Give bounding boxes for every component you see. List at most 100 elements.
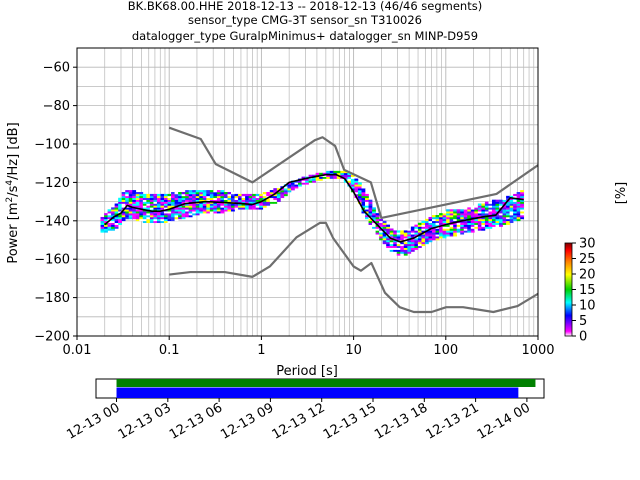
heatmap-cell <box>354 190 359 193</box>
heatmap-cell <box>446 230 450 233</box>
heatmap-cell <box>114 205 119 208</box>
heatmap-cell <box>132 209 137 212</box>
heatmap-cell <box>181 211 186 214</box>
heatmap-cell <box>167 211 172 214</box>
heatmap-cell <box>245 201 249 204</box>
heatmap-cell <box>474 228 479 231</box>
heatmap-cell <box>446 220 450 224</box>
heatmap-cell <box>477 224 482 227</box>
heatmap-cell <box>400 236 405 239</box>
heatmap-cell <box>185 197 189 200</box>
heatmap-cell <box>153 199 158 202</box>
heatmap-cell <box>449 211 454 214</box>
heatmap-cell <box>326 176 331 179</box>
heatmap-cell <box>174 203 179 206</box>
heatmap-cell <box>259 199 264 202</box>
heatmap-cell <box>298 182 302 185</box>
heatmap-cell <box>407 228 412 231</box>
heatmap-cell <box>301 180 306 183</box>
heatmap-cell <box>319 178 324 181</box>
heatmap-cell <box>276 192 281 195</box>
series-mean-line <box>104 173 524 243</box>
heatmap-cell <box>100 228 105 231</box>
heatmap-cell <box>139 211 144 214</box>
heatmap-cell <box>128 192 133 195</box>
heatmap-cell <box>509 220 514 224</box>
heatmap-cell <box>484 226 489 229</box>
y-tick-label: −180 <box>34 291 70 306</box>
heatmap-cell <box>499 213 503 216</box>
heatmap-cell <box>396 241 401 245</box>
heatmap-cell <box>135 209 140 212</box>
heatmap-cell <box>164 207 168 210</box>
heatmap-cell <box>100 218 105 222</box>
heatmap-cell <box>231 207 235 210</box>
heatmap-cell <box>167 209 172 212</box>
heatmap-cell <box>305 178 309 181</box>
heatmap-cell <box>463 228 468 231</box>
heatmap-cell <box>477 218 482 222</box>
heatmap-cell <box>125 193 130 197</box>
heatmap-cell <box>491 209 496 212</box>
heatmap-cell <box>428 218 433 222</box>
heatmap-cell <box>146 220 151 224</box>
heatmap-cell <box>153 218 158 222</box>
heatmap-cell <box>209 190 214 193</box>
heatmap-cell <box>502 220 507 224</box>
heatmap-cell <box>121 201 126 204</box>
ppsd-heatmap <box>100 170 525 256</box>
heatmap-cell <box>357 195 362 199</box>
heatmap-cell <box>164 218 168 222</box>
heatmap-cell <box>516 201 521 204</box>
heatmap-cell <box>223 205 228 208</box>
heatmap-cell <box>167 215 172 218</box>
heatmap-cell <box>350 176 355 179</box>
heatmap-cell <box>354 184 359 187</box>
heatmap-cell <box>506 207 510 210</box>
heatmap-cell <box>181 213 186 216</box>
heatmap-cell <box>365 203 369 206</box>
heatmap-cell <box>156 199 161 202</box>
heatmap-cell <box>181 197 186 200</box>
heatmap-cell <box>181 193 186 197</box>
heatmap-cell <box>410 236 415 239</box>
heatmap-cell <box>499 205 503 208</box>
heatmap-cell <box>424 240 429 243</box>
timeline-tick-label: 12-13 06 <box>167 400 225 442</box>
heatmap-cell <box>488 205 493 208</box>
heatmap-cell <box>396 230 401 233</box>
heatmap-cell <box>481 222 486 225</box>
colorbar-tick-label: 25 <box>579 252 596 267</box>
heatmap-cell <box>428 226 433 229</box>
heatmap-cell <box>449 228 454 231</box>
heatmap-cell <box>495 220 500 224</box>
heatmap-cell <box>442 228 447 231</box>
heatmap-cell <box>107 228 112 231</box>
heatmap-cell <box>252 201 257 204</box>
heatmap-cell <box>195 207 200 210</box>
heatmap-cell <box>164 201 168 204</box>
heatmap-cell <box>185 205 189 208</box>
heatmap-cell <box>506 197 510 200</box>
heatmap-cell <box>424 234 429 237</box>
heatmap-cell <box>506 220 510 224</box>
heatmap-cell <box>407 232 412 235</box>
heatmap-cell <box>414 243 419 247</box>
heatmap-cell <box>453 222 458 225</box>
heatmap-cell <box>121 205 126 208</box>
heatmap-cell <box>396 249 401 252</box>
heatmap-cell <box>234 203 239 206</box>
axis-ticks: 0.01 0.1 1 10 100 1000 −200 −180 −160 −140 −120 −10… <box>34 61 554 358</box>
colorbar-tick-label: 10 <box>579 299 596 314</box>
heatmap-cell <box>393 240 398 243</box>
heatmap-cell <box>484 207 489 210</box>
heatmap-cell <box>171 195 175 199</box>
heatmap-cell <box>149 201 154 204</box>
heatmap-cell <box>185 190 189 193</box>
heatmap-cell <box>516 218 521 222</box>
heatmap-cell <box>164 195 168 199</box>
heatmap-cell <box>484 224 489 227</box>
heatmap-cell <box>456 226 461 229</box>
heatmap-cell <box>368 205 373 208</box>
